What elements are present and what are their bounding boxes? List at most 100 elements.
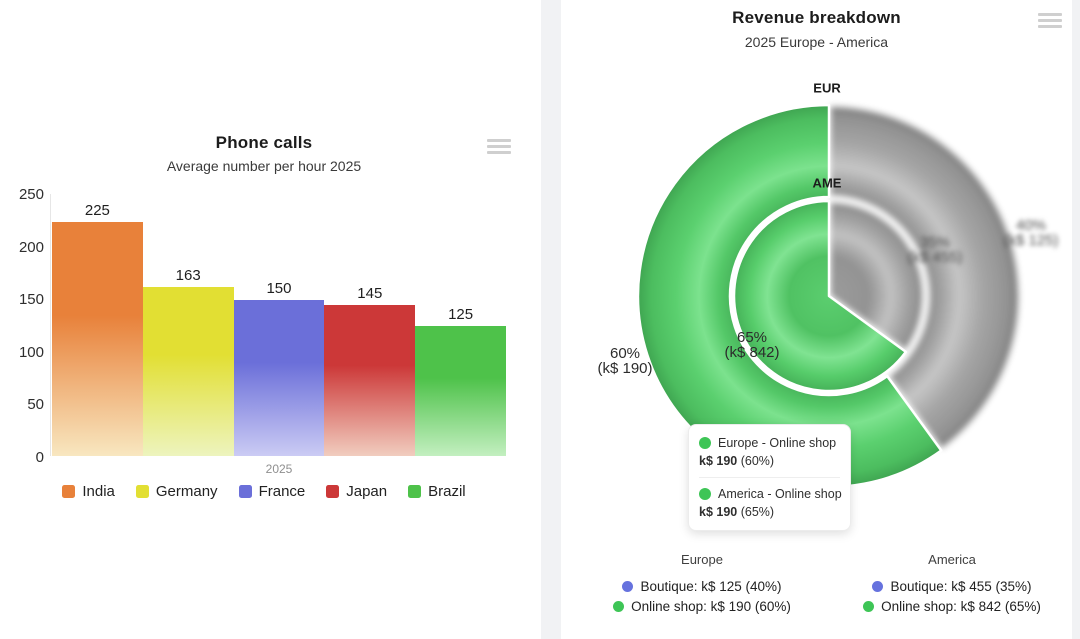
slice-label-eur-online: 60% (k$ 190) bbox=[597, 346, 652, 376]
legend-swatch bbox=[62, 485, 76, 498]
chart-subtitle: 2025 Europe - America bbox=[744, 34, 889, 50]
legend-item-america-online-shop[interactable]: Online shop: k$ 842 (65%) bbox=[842, 599, 1062, 614]
hamburger-menu-icon[interactable] bbox=[1038, 13, 1062, 28]
tooltip: Europe - Online shop k$ 190 (60%) Americ… bbox=[688, 424, 851, 531]
chart-subtitle: Average number per hour 2025 bbox=[166, 158, 362, 174]
tooltip-row-value: k$ 190 (60%) bbox=[699, 454, 840, 468]
bar-value-label: 125 bbox=[448, 306, 474, 323]
slice-amount: (k$ 125) bbox=[1003, 232, 1059, 249]
bar-column-japan: 145 bbox=[324, 196, 416, 456]
bar-column-germany: 163 bbox=[142, 196, 234, 456]
legend-item-india[interactable]: India bbox=[62, 483, 115, 500]
bar-japan[interactable] bbox=[324, 305, 416, 456]
bar-plot-area: 225 163 150 145 125 bbox=[52, 196, 506, 456]
legend-swatch bbox=[238, 485, 252, 498]
y-axis-tick: 150 bbox=[18, 291, 44, 308]
tooltip-divider bbox=[699, 477, 840, 478]
legend-item-brazil[interactable]: Brazil bbox=[408, 483, 466, 500]
menu-bar bbox=[1038, 24, 1062, 28]
y-axis-tick: 0 bbox=[35, 449, 44, 466]
bar-india[interactable] bbox=[52, 222, 143, 456]
menu-bar bbox=[487, 144, 511, 148]
menu-bar bbox=[487, 139, 511, 142]
legend-item-france[interactable]: France bbox=[238, 483, 306, 500]
tooltip-pct: (60%) bbox=[740, 454, 775, 468]
revenue-header: Revenue breakdown 2025 Europe - America bbox=[561, 8, 1072, 50]
slice-pct: 40% bbox=[1015, 217, 1047, 234]
legend-item-label: Boutique: k$ 455 (35%) bbox=[890, 579, 1032, 594]
legend-swatch bbox=[326, 485, 340, 498]
legend-label: France bbox=[258, 483, 306, 500]
bar-france[interactable] bbox=[233, 300, 325, 456]
legend-dot-icon bbox=[863, 601, 875, 612]
tooltip-dot-icon bbox=[699, 437, 711, 449]
slice-label-ame-boutique: 35% (k$ 455) bbox=[907, 235, 962, 265]
tooltip-row-title: Europe - Online shop bbox=[718, 436, 837, 450]
slice-amount: (k$ 455) bbox=[907, 249, 963, 266]
bar-column-france: 150 bbox=[233, 196, 325, 456]
legend-label: Germany bbox=[155, 483, 218, 500]
legend-label: Japan bbox=[346, 483, 388, 500]
bar-value-label: 145 bbox=[357, 285, 383, 303]
legend-label: Brazil bbox=[428, 483, 466, 500]
legend-item-america-boutique[interactable]: Boutique: k$ 455 (35%) bbox=[842, 579, 1062, 594]
phone-calls-header: Phone calls Average number per hour 2025 bbox=[0, 133, 528, 174]
legend-item-label: Online shop: k$ 190 (60%) bbox=[631, 599, 791, 614]
tooltip-row-title: America - Online shop bbox=[718, 487, 842, 501]
dimmed-slices-group bbox=[827, 103, 1022, 452]
legend-dot-icon bbox=[872, 581, 884, 592]
slice-pct: 60% bbox=[609, 345, 641, 362]
bar-brazil[interactable] bbox=[415, 326, 506, 456]
tooltip-value: k$ 190 bbox=[699, 505, 738, 519]
tooltip-value: k$ 190 bbox=[699, 454, 738, 468]
y-axis-tick: 250 bbox=[18, 186, 44, 203]
slice-pct: 35% bbox=[919, 234, 951, 251]
slice-pct: 65% bbox=[736, 329, 768, 346]
ame-boutique-slice[interactable] bbox=[827, 199, 926, 354]
slice-label-eur-boutique: 40% (k$ 125) bbox=[1003, 218, 1058, 248]
tooltip-row-header: America - Online shop bbox=[699, 487, 842, 501]
x-axis-group-label: 2025 bbox=[265, 462, 293, 476]
slice-label-ame-online: 65% (k$ 842) bbox=[724, 330, 779, 360]
legend-item-germany[interactable]: Germany bbox=[135, 483, 218, 500]
legend-dot-icon bbox=[622, 581, 634, 592]
legend-swatch bbox=[135, 485, 149, 498]
bar-value-label: 163 bbox=[175, 266, 201, 284]
eur-boutique-slice[interactable] bbox=[827, 103, 1022, 452]
bar-value-label: 225 bbox=[84, 202, 110, 219]
tooltip-dot-icon bbox=[699, 488, 711, 500]
legend-item-europe-boutique[interactable]: Boutique: k$ 125 (40%) bbox=[592, 579, 812, 594]
menu-bar bbox=[1038, 18, 1062, 22]
bar-chart-legend: India Germany France Japan Brazil bbox=[0, 483, 528, 500]
bar-value-label: 150 bbox=[266, 280, 292, 297]
menu-bar bbox=[487, 150, 511, 154]
page-title: Phone calls bbox=[215, 133, 313, 152]
legend-dot-icon bbox=[613, 601, 625, 612]
legend-item-japan[interactable]: Japan bbox=[326, 483, 387, 500]
bar-germany[interactable] bbox=[142, 286, 234, 456]
legend-column-header: Europe bbox=[681, 552, 723, 567]
legend-label: India bbox=[82, 483, 115, 500]
nested-donut-chart bbox=[636, 103, 1022, 489]
legend-column-america: America Boutique: k$ 455 (35%) Online sh… bbox=[842, 552, 1062, 614]
legend-column-europe: Europe Boutique: k$ 125 (40%) Online sho… bbox=[592, 552, 812, 614]
hamburger-menu-icon[interactable] bbox=[487, 139, 511, 154]
ame-online-shop-slice[interactable] bbox=[732, 199, 908, 393]
y-axis-tick: 100 bbox=[18, 344, 44, 361]
legend-swatch bbox=[408, 485, 422, 498]
revenue-breakdown-chart-panel: Revenue breakdown 2025 Europe - America bbox=[561, 0, 1072, 639]
slice-amount: (k$ 190) bbox=[597, 360, 653, 377]
ring-label-ame: AME bbox=[812, 175, 842, 191]
menu-bar bbox=[1038, 13, 1062, 16]
tooltip-row-header: Europe - Online shop bbox=[699, 436, 840, 450]
phone-calls-chart-panel: Phone calls Average number per hour 2025… bbox=[0, 0, 541, 639]
y-axis-tick: 200 bbox=[18, 239, 44, 256]
tooltip-pct: (65%) bbox=[740, 505, 775, 519]
chart-title: Revenue breakdown bbox=[732, 8, 901, 27]
legend-item-label: Online shop: k$ 842 (65%) bbox=[881, 599, 1041, 614]
legend-item-europe-online-shop[interactable]: Online shop: k$ 190 (60%) bbox=[592, 599, 812, 614]
bar-column-india: 225 bbox=[52, 196, 143, 456]
legend-column-header: America bbox=[928, 552, 976, 567]
y-axis-line bbox=[50, 194, 51, 456]
